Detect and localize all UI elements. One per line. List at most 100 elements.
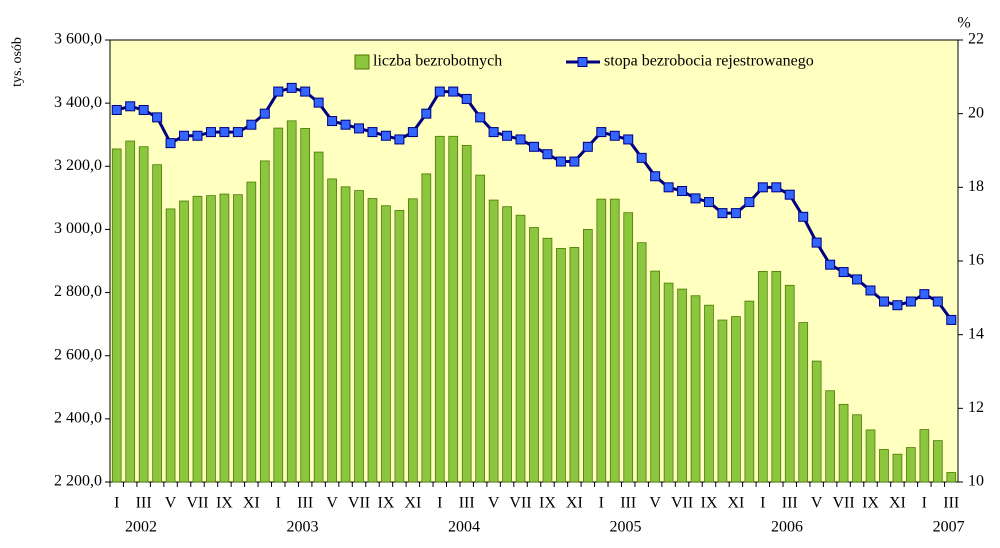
y-tick-label: 2 800,0 xyxy=(54,283,102,300)
year-label: 2006 xyxy=(771,519,803,536)
bar xyxy=(529,227,539,483)
x-tick-label: VII xyxy=(509,495,531,512)
bar xyxy=(623,212,634,483)
bar xyxy=(690,295,701,483)
line-marker xyxy=(717,208,728,219)
bar xyxy=(408,198,418,483)
x-tick-label: V xyxy=(811,495,823,512)
bar xyxy=(879,449,889,483)
x-tick-label: I xyxy=(276,495,281,512)
x-tick-label: IX xyxy=(216,495,233,512)
x-tick-label: XI xyxy=(566,495,583,512)
line-marker xyxy=(932,296,943,307)
line-marker xyxy=(852,274,863,285)
line-marker xyxy=(461,93,472,104)
line-marker xyxy=(542,149,553,160)
line-marker xyxy=(354,123,365,134)
bar xyxy=(838,403,849,483)
y2-tick-label: 12 xyxy=(968,399,984,416)
x-tick-label: XI xyxy=(243,495,260,512)
line-marker xyxy=(502,130,513,141)
bar xyxy=(757,271,768,483)
x-tick-label: III xyxy=(943,495,959,512)
x-tick-label: I xyxy=(437,495,442,512)
line-marker xyxy=(878,296,889,307)
bar xyxy=(906,447,916,483)
bar xyxy=(569,247,580,483)
line-marker xyxy=(286,82,297,93)
x-tick-label: V xyxy=(326,495,338,512)
y-tick-label: 3 000,0 xyxy=(54,220,102,237)
year-label: 2004 xyxy=(448,519,480,536)
line-marker xyxy=(219,127,230,138)
bar xyxy=(421,173,432,483)
line-marker xyxy=(529,141,539,152)
bar xyxy=(448,135,459,483)
line-marker xyxy=(488,127,499,138)
bar xyxy=(650,270,660,483)
line-marker xyxy=(475,112,486,123)
line-marker xyxy=(138,104,149,115)
bar xyxy=(852,414,862,483)
y2-tick-label: 20 xyxy=(968,104,984,121)
y2-tick-label: 16 xyxy=(968,252,984,269)
line-marker xyxy=(905,296,916,307)
line-marker xyxy=(380,130,391,141)
bar xyxy=(340,186,351,483)
bar xyxy=(717,319,728,483)
bar xyxy=(461,145,472,483)
y-tick-label: 3 600,0 xyxy=(54,31,102,48)
line-marker xyxy=(690,193,701,204)
x-tick-label: V xyxy=(649,495,661,512)
bar xyxy=(488,199,499,483)
bar xyxy=(152,164,162,483)
line-marker xyxy=(273,86,284,97)
line-marker xyxy=(650,171,661,182)
line-marker xyxy=(663,182,674,193)
line-marker xyxy=(448,86,459,97)
x-tick-label: VII xyxy=(671,495,693,512)
bar xyxy=(165,208,176,483)
bar xyxy=(192,195,203,483)
bar xyxy=(946,472,957,483)
line-marker xyxy=(125,101,136,112)
bar xyxy=(636,242,647,483)
x-tick-label: I xyxy=(599,495,604,512)
bar xyxy=(677,288,687,483)
line-marker xyxy=(340,119,351,130)
legend-marker xyxy=(577,57,588,67)
bar xyxy=(259,160,270,483)
year-label: 2007 xyxy=(933,519,965,536)
year-label: 2005 xyxy=(610,519,642,536)
x-tick-label: I xyxy=(760,495,765,512)
line-marker xyxy=(407,127,418,138)
line-marker xyxy=(609,130,620,141)
legend-label: liczba bezrobotnych xyxy=(373,53,502,70)
bar xyxy=(273,127,284,483)
bar xyxy=(784,284,795,483)
line-marker xyxy=(434,86,445,97)
bar xyxy=(219,193,230,483)
bar xyxy=(556,247,566,483)
line-marker xyxy=(623,134,634,145)
x-tick-label: V xyxy=(165,495,177,512)
x-tick-label: VII xyxy=(186,495,208,512)
x-tick-label: I xyxy=(922,495,927,512)
line-marker xyxy=(205,127,216,138)
line-marker xyxy=(259,108,270,119)
bar xyxy=(475,174,486,483)
line-marker xyxy=(677,186,688,197)
bar xyxy=(179,200,189,483)
bar xyxy=(932,440,943,483)
line-marker xyxy=(825,259,836,270)
line-marker xyxy=(798,211,809,222)
x-tick-label: III xyxy=(459,495,475,512)
bar xyxy=(367,198,378,483)
bar xyxy=(582,229,593,483)
line-marker xyxy=(730,208,741,219)
y-tick-label: 2 600,0 xyxy=(54,346,102,363)
bar xyxy=(771,271,782,483)
line-marker xyxy=(327,116,338,127)
line-marker xyxy=(232,127,243,138)
